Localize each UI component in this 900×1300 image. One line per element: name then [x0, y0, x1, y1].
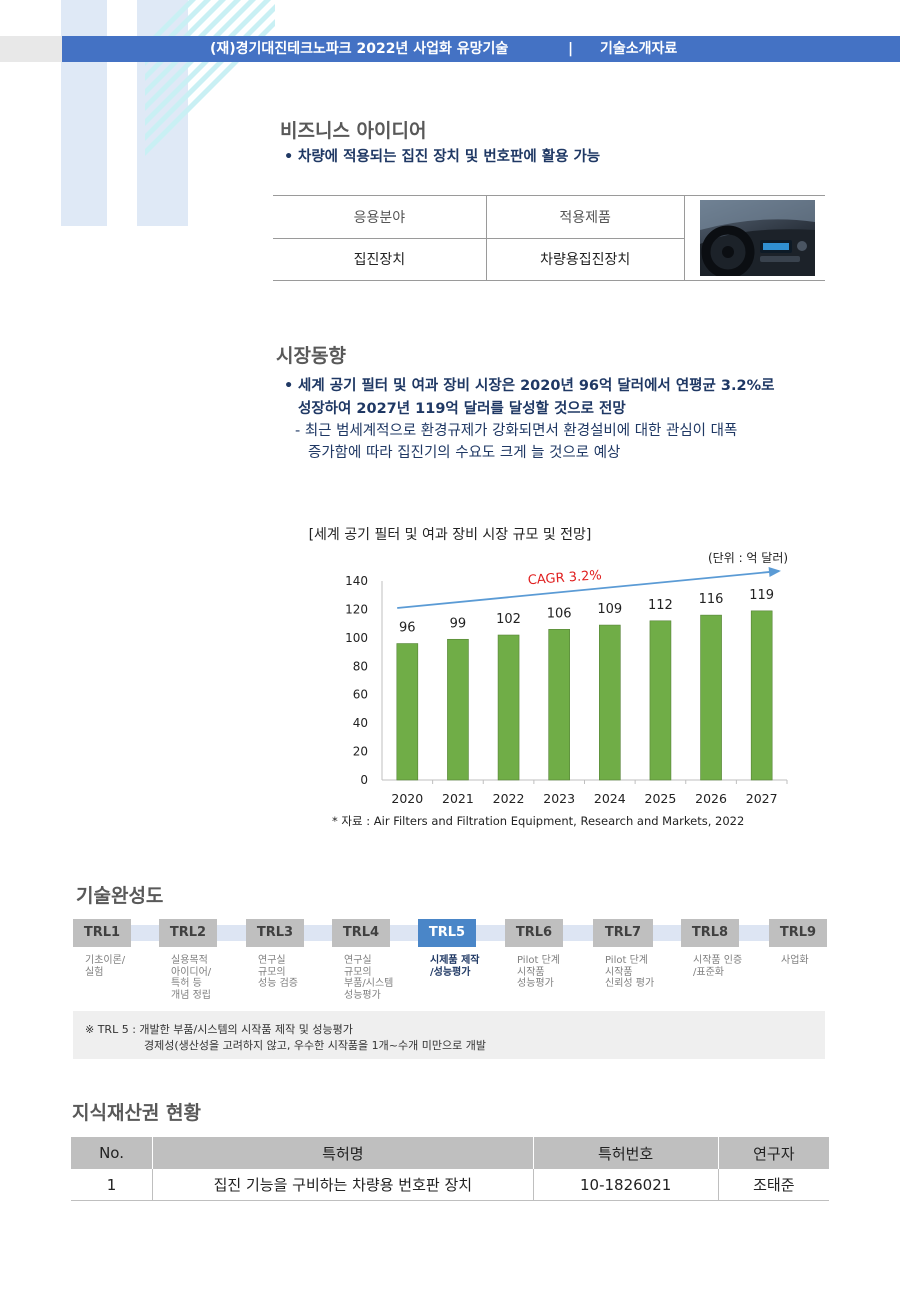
patent-header-no: No. [71, 1137, 154, 1169]
application-header-product: 적용제품 [486, 195, 685, 239]
trl-level-7: TRL7 [593, 919, 653, 947]
y-tick-label: 40 [353, 716, 368, 730]
chart-title: [세계 공기 필터 및 여과 장비 시장 규모 및 전망] [308, 527, 592, 543]
data-label: 96 [399, 621, 416, 636]
trl-level-5: TRL5 [418, 919, 476, 947]
data-label: 106 [547, 606, 572, 621]
trl-level-9: TRL9 [769, 919, 827, 947]
y-tick-label: 60 [353, 688, 368, 702]
header-separator: | [568, 41, 574, 57]
patent-researcher: 조태준 [718, 1169, 829, 1201]
business-bullet-text: 차량에 적용되는 집진 장치 및 번호판에 활용 가능 [298, 149, 601, 165]
y-tick-label: 20 [353, 745, 368, 759]
trl-level-6: TRL6 [505, 919, 563, 947]
trend-arrow-line [397, 570, 780, 609]
trl-note: ※ TRL 5 : 개발한 부품/시스템의 시작품 제작 및 성능평가 경제성(… [73, 1011, 825, 1059]
x-tick-label: 2020 [391, 791, 423, 806]
trl-level-9-desc: 사업화 [781, 955, 809, 966]
trl-level-2-desc: 실용목적 아이디어/ 특허 등 개념 정립 [171, 955, 212, 1001]
trl-level-3-desc: 연구실 규모의 성능 검증 [258, 955, 298, 989]
trl-note-line1: ※ TRL 5 : 개발한 부품/시스템의 시작품 제작 및 성능평가 [85, 1023, 353, 1036]
market-sub-line2: 증가함에 따라 집진기의 수요도 크게 늘 것으로 예상 [308, 445, 621, 461]
y-tick-label: 120 [345, 602, 368, 616]
trl-level-1: TRL1 [73, 919, 131, 947]
application-product-value: 차량용집진장치 [486, 238, 685, 281]
bar [396, 643, 419, 781]
patent-header-number: 특허번호 [533, 1137, 719, 1169]
header-gray-strip [0, 36, 62, 62]
market-bullet-line1: • 세계 공기 필터 및 여과 장비 시장은 2020년 96억 달러에서 연평균… [284, 378, 775, 394]
trl-section-title: 기술완성도 [76, 885, 164, 907]
business-section-title: 비즈니스 아이디어 [280, 120, 427, 142]
y-tick-label: 0 [360, 773, 368, 787]
y-tick-label: 80 [353, 659, 368, 673]
bar [750, 610, 773, 781]
bar [447, 638, 469, 781]
patent-name: 집진 기능을 구비하는 차량용 번호판 장치 [152, 1169, 534, 1201]
business-bullet: • 차량에 적용되는 집진 장치 및 번호판에 활용 가능 [284, 149, 601, 165]
market-bullet-line1-text: 세계 공기 필터 및 여과 장비 시장은 2020년 96억 달러에서 연평균 … [298, 378, 775, 394]
market-sub-line1: - 최근 범세계적으로 환경규제가 강화되면서 환경설비에 대한 관심이 대폭 [295, 423, 738, 439]
x-tick-label: 2026 [695, 791, 727, 806]
application-field-value: 집진장치 [273, 238, 487, 281]
bar [548, 629, 570, 781]
x-tick-label: 2022 [493, 791, 525, 806]
decorative-bar-left [61, 0, 107, 226]
bar [497, 634, 520, 781]
trl-level-6-desc: Pilot 단계 시작품 성능평가 [517, 955, 560, 989]
trl-level-7-desc: Pilot 단계 시작품 신뢰성 평가 [605, 955, 655, 989]
header-org-title: (재)경기대진테크노파크 2022년 사업화 유망기술 [210, 41, 509, 57]
page-header: (재)경기대진테크노파크 2022년 사업화 유망기술 | 기술소개자료 [62, 36, 900, 62]
trl-level-8: TRL8 [681, 919, 739, 947]
data-label: 112 [648, 598, 673, 613]
cagr-annotation: CAGR 3.2% [527, 568, 602, 588]
x-tick-label: 2023 [543, 791, 575, 806]
patent-no: 1 [71, 1169, 154, 1201]
y-tick-label: 140 [345, 574, 368, 588]
trl-level-4: TRL4 [332, 919, 390, 947]
car-dashboard-photo [700, 200, 815, 276]
chart-source: * 자료 : Air Filters and Filtration Equipm… [332, 814, 745, 828]
patent-table: No. 특허명 특허번호 연구자 1 집진 기능을 구비하는 차량용 번호판 장… [71, 1137, 829, 1201]
patent-header-name: 특허명 [152, 1137, 534, 1169]
x-tick-label: 2021 [442, 791, 474, 806]
trl-level-1-desc: 기초이론/ 실험 [85, 955, 126, 978]
market-bar-chart: 0 20 40 60 80 100 120 140 96 2020 99 2021 102 2022 106… [345, 567, 788, 806]
data-label: 99 [450, 616, 467, 631]
y-tick-label: 100 [345, 631, 368, 645]
data-label: 119 [749, 588, 774, 603]
data-label: 102 [496, 612, 521, 627]
trl-level-4-desc: 연구실 규모의 부품/시스템 성능평가 [344, 955, 394, 1001]
x-tick-label: 2024 [594, 791, 626, 806]
trl-level-3: TRL3 [246, 919, 304, 947]
table-row: 1 집진 기능을 구비하는 차량용 번호판 장치 10-1826021 조태준 [71, 1169, 829, 1201]
chart-unit: (단위 : 억 달러) [708, 551, 789, 565]
bar [599, 624, 621, 781]
trl-note-line2: 경제성(생산성을 고려하지 않고, 우수한 시작품을 1개~수개 미만으로 개발 [144, 1039, 486, 1052]
bar [700, 614, 722, 781]
x-tick-label: 2025 [645, 791, 677, 806]
market-section-title: 시장동향 [276, 345, 346, 367]
market-bullet-line2: 성장하여 2027년 119억 달러를 달성할 것으로 전망 [298, 401, 626, 417]
data-label: 116 [699, 592, 724, 607]
x-tick-label: 2027 [746, 791, 778, 806]
trend-arrow-head [768, 567, 781, 577]
application-header-field: 응용분야 [273, 195, 487, 239]
trl-level-2: TRL2 [159, 919, 217, 947]
trl-level-5-desc: 시제품 제작 /성능평가 [430, 955, 480, 978]
patent-header-researcher: 연구자 [718, 1137, 829, 1169]
header-doc-type: 기술소개자료 [600, 41, 678, 57]
bar [649, 620, 672, 781]
trl-level-8-desc: 시작품 인증 /표준화 [693, 955, 743, 978]
patent-number: 10-1826021 [533, 1169, 719, 1201]
ip-section-title: 지식재산권 현황 [72, 1102, 201, 1124]
data-label: 109 [597, 602, 622, 617]
decorative-stripes [145, 0, 275, 170]
